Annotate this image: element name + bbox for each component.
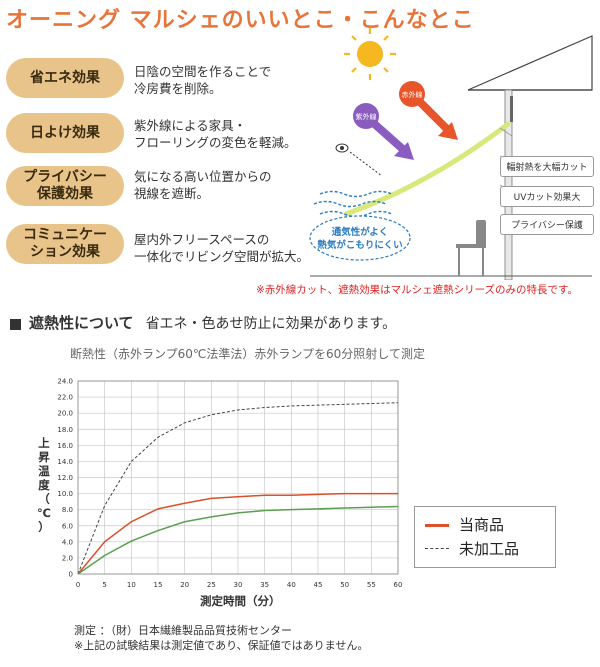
- bubble-line: 通気性がよく: [332, 226, 389, 238]
- y-axis-label-char: 度: [38, 478, 50, 492]
- y-tick-label: 8.0: [62, 506, 73, 514]
- benefit-desc-line: 気になる高い位置からの: [134, 169, 272, 184]
- bubble-line: 熱気がこもりにくい: [317, 239, 402, 251]
- callout-uv-cut: UVカット効果大: [500, 186, 594, 207]
- y-tick-label: 12.0: [57, 474, 73, 482]
- benefit-label-line: 保護効果: [36, 186, 93, 202]
- x-tick-label: 30: [234, 581, 243, 589]
- sun-icon: [344, 28, 396, 80]
- awning-illustration: 紫外線 赤外線 通気性がよく 熱気がこもりにくい: [309, 28, 593, 280]
- ir-label: 赤外線: [402, 90, 423, 99]
- x-tick-label: 50: [340, 581, 349, 589]
- benefit-desc-line: 冷房費を削除。: [134, 81, 222, 96]
- benefit-label-line: 省エネ効果: [30, 69, 100, 86]
- benefit-desc-energy: 日陰の空間を作ることで 冷房費を削除。: [134, 63, 271, 97]
- benefit-label-shade: 日よけ効果: [6, 113, 124, 153]
- section-title: 遮熱性について: [29, 314, 134, 332]
- awning-bracket: [510, 96, 513, 122]
- y-tick-label: 18.0: [57, 426, 73, 434]
- x-tick-label: 0: [76, 581, 80, 589]
- y-tick-label: 4.0: [62, 538, 73, 546]
- x-tick-label: 20: [180, 581, 189, 589]
- chart-ticks: 0 5 10 15 20 25 30 35 40 45 50 55 60 0 2.0 4.0 6.0 8.0 10.…: [57, 378, 402, 590]
- y-tick-label: 24.0: [57, 378, 73, 386]
- x-tick-label: 5: [102, 581, 106, 589]
- legend-label-product: 当商品: [459, 516, 505, 534]
- x-axis-label: 測定時間（分）: [200, 594, 281, 608]
- benefit-label-line: コミュニケー: [23, 227, 107, 243]
- callout-radiant-heat: 輻射熱を大幅カット: [500, 156, 594, 177]
- x-tick-label: 15: [154, 581, 163, 589]
- callout-privacy: プライバシー保護: [500, 214, 594, 235]
- x-tick-label: 40: [287, 581, 296, 589]
- section-subtitle: 省エネ・色あせ防止に効果があります。: [145, 316, 397, 332]
- benefit-label-privacy: プライバシー 保護効果: [6, 166, 124, 206]
- y-axis-label-char: （: [38, 492, 50, 506]
- x-tick-label: 60: [394, 581, 403, 589]
- benefit-label-line: 日よけ効果: [30, 124, 100, 141]
- chart-legend: 当商品 未加工品: [414, 506, 556, 568]
- benefit-desc-communication: 屋内外フリースペースの 一体化でリビング空間が拡大。: [134, 231, 309, 265]
- x-tick-label: 35: [260, 581, 269, 589]
- chair-icon: [456, 220, 486, 276]
- test-lab-note: 測定 ：（財）日本繊維製品品質技術センター: [74, 624, 292, 637]
- y-axis-label-char: 上: [38, 436, 50, 450]
- benefit-desc-privacy: 気になる高い位置からの 視線を遮断。: [134, 168, 272, 202]
- y-axis-label-char: ℃: [37, 506, 51, 520]
- airflow-bubble: 通気性がよく 熱気がこもりにくい: [309, 215, 411, 261]
- benefit-label-line: プライバシー: [23, 169, 107, 185]
- y-tick-label: 6.0: [62, 522, 73, 530]
- y-tick-label: 10.0: [57, 490, 73, 498]
- y-axis-label-char: 温: [38, 464, 50, 478]
- uv-label: 紫外線: [356, 112, 377, 121]
- benefit-desc-line: 屋内外フリースペースの: [134, 232, 270, 247]
- benefit-desc-line: 一体化でリビング空間が拡大。: [134, 249, 310, 264]
- chart-series: [77, 402, 399, 575]
- feature-footnote: ※赤外線カット、遮熱効果はマルシェ遮熱シリーズのみの特長です。: [256, 284, 579, 296]
- y-axis-label-char: 昇: [38, 450, 50, 464]
- y-tick-label: 2.0: [62, 554, 73, 562]
- x-tick-label: 10: [127, 581, 136, 589]
- legend-label-untreated: 未加工品: [459, 540, 520, 558]
- benefit-desc-shade: 紫外線による家具・ フローリングの変色を軽減。: [134, 117, 297, 151]
- legend-swatch-product: [425, 524, 449, 527]
- series-line-0: [77, 492, 398, 575]
- y-tick-label: 14.0: [57, 458, 73, 466]
- benefit-label-energy: 省エネ効果: [6, 58, 124, 98]
- y-tick-label: 22.0: [57, 394, 73, 402]
- square-bullet-icon: [10, 318, 21, 330]
- benefit-label-communication: コミュニケー ション効果: [6, 224, 124, 264]
- benefit-label-line: ション効果: [30, 244, 100, 260]
- series-line-2: [77, 505, 399, 575]
- x-tick-label: 55: [367, 581, 376, 589]
- plot-frame: [77, 380, 399, 575]
- chart-title: 断熱性（赤外ランプ60℃法準法）赤外ランプを60分照射して測定: [70, 347, 425, 361]
- disclaimer-note: ※上記の試験結果は測定値であり、保証値ではありません。: [74, 639, 369, 652]
- series-line-1: [77, 402, 399, 575]
- legend-swatch-untreated: [425, 548, 449, 549]
- eye-icon: [335, 143, 349, 153]
- y-axis-label: 上 昇 温 度 （ ℃ ）: [36, 436, 52, 534]
- section-heading: 遮熱性について 省エネ・色あせ防止に効果があります。: [10, 312, 396, 333]
- x-tick-label: 45: [314, 581, 323, 589]
- house-post: [504, 89, 513, 280]
- uv-arrow-icon: 紫外線: [353, 103, 414, 160]
- y-tick-label: 20.0: [57, 410, 73, 418]
- awning-fabric: [343, 121, 511, 217]
- chart-axes: [77, 380, 399, 575]
- benefit-desc-line: 日陰の空間を作ることで: [134, 64, 272, 79]
- benefit-desc-line: フローリングの変色を軽減。: [134, 135, 297, 150]
- y-tick-label: 0: [69, 571, 73, 579]
- y-tick-label: 16.0: [57, 442, 73, 450]
- y-axis-label-char: ）: [38, 520, 50, 534]
- ir-arrow-icon: 赤外線: [399, 81, 458, 140]
- benefit-desc-line: 視線を遮断。: [134, 186, 210, 201]
- page-title: オーニング マルシェのいいとこ・こんなとこ: [6, 8, 475, 33]
- x-tick-label: 25: [207, 581, 216, 589]
- sightline: [349, 151, 383, 177]
- benefit-desc-line: 紫外線による家具・: [134, 118, 247, 133]
